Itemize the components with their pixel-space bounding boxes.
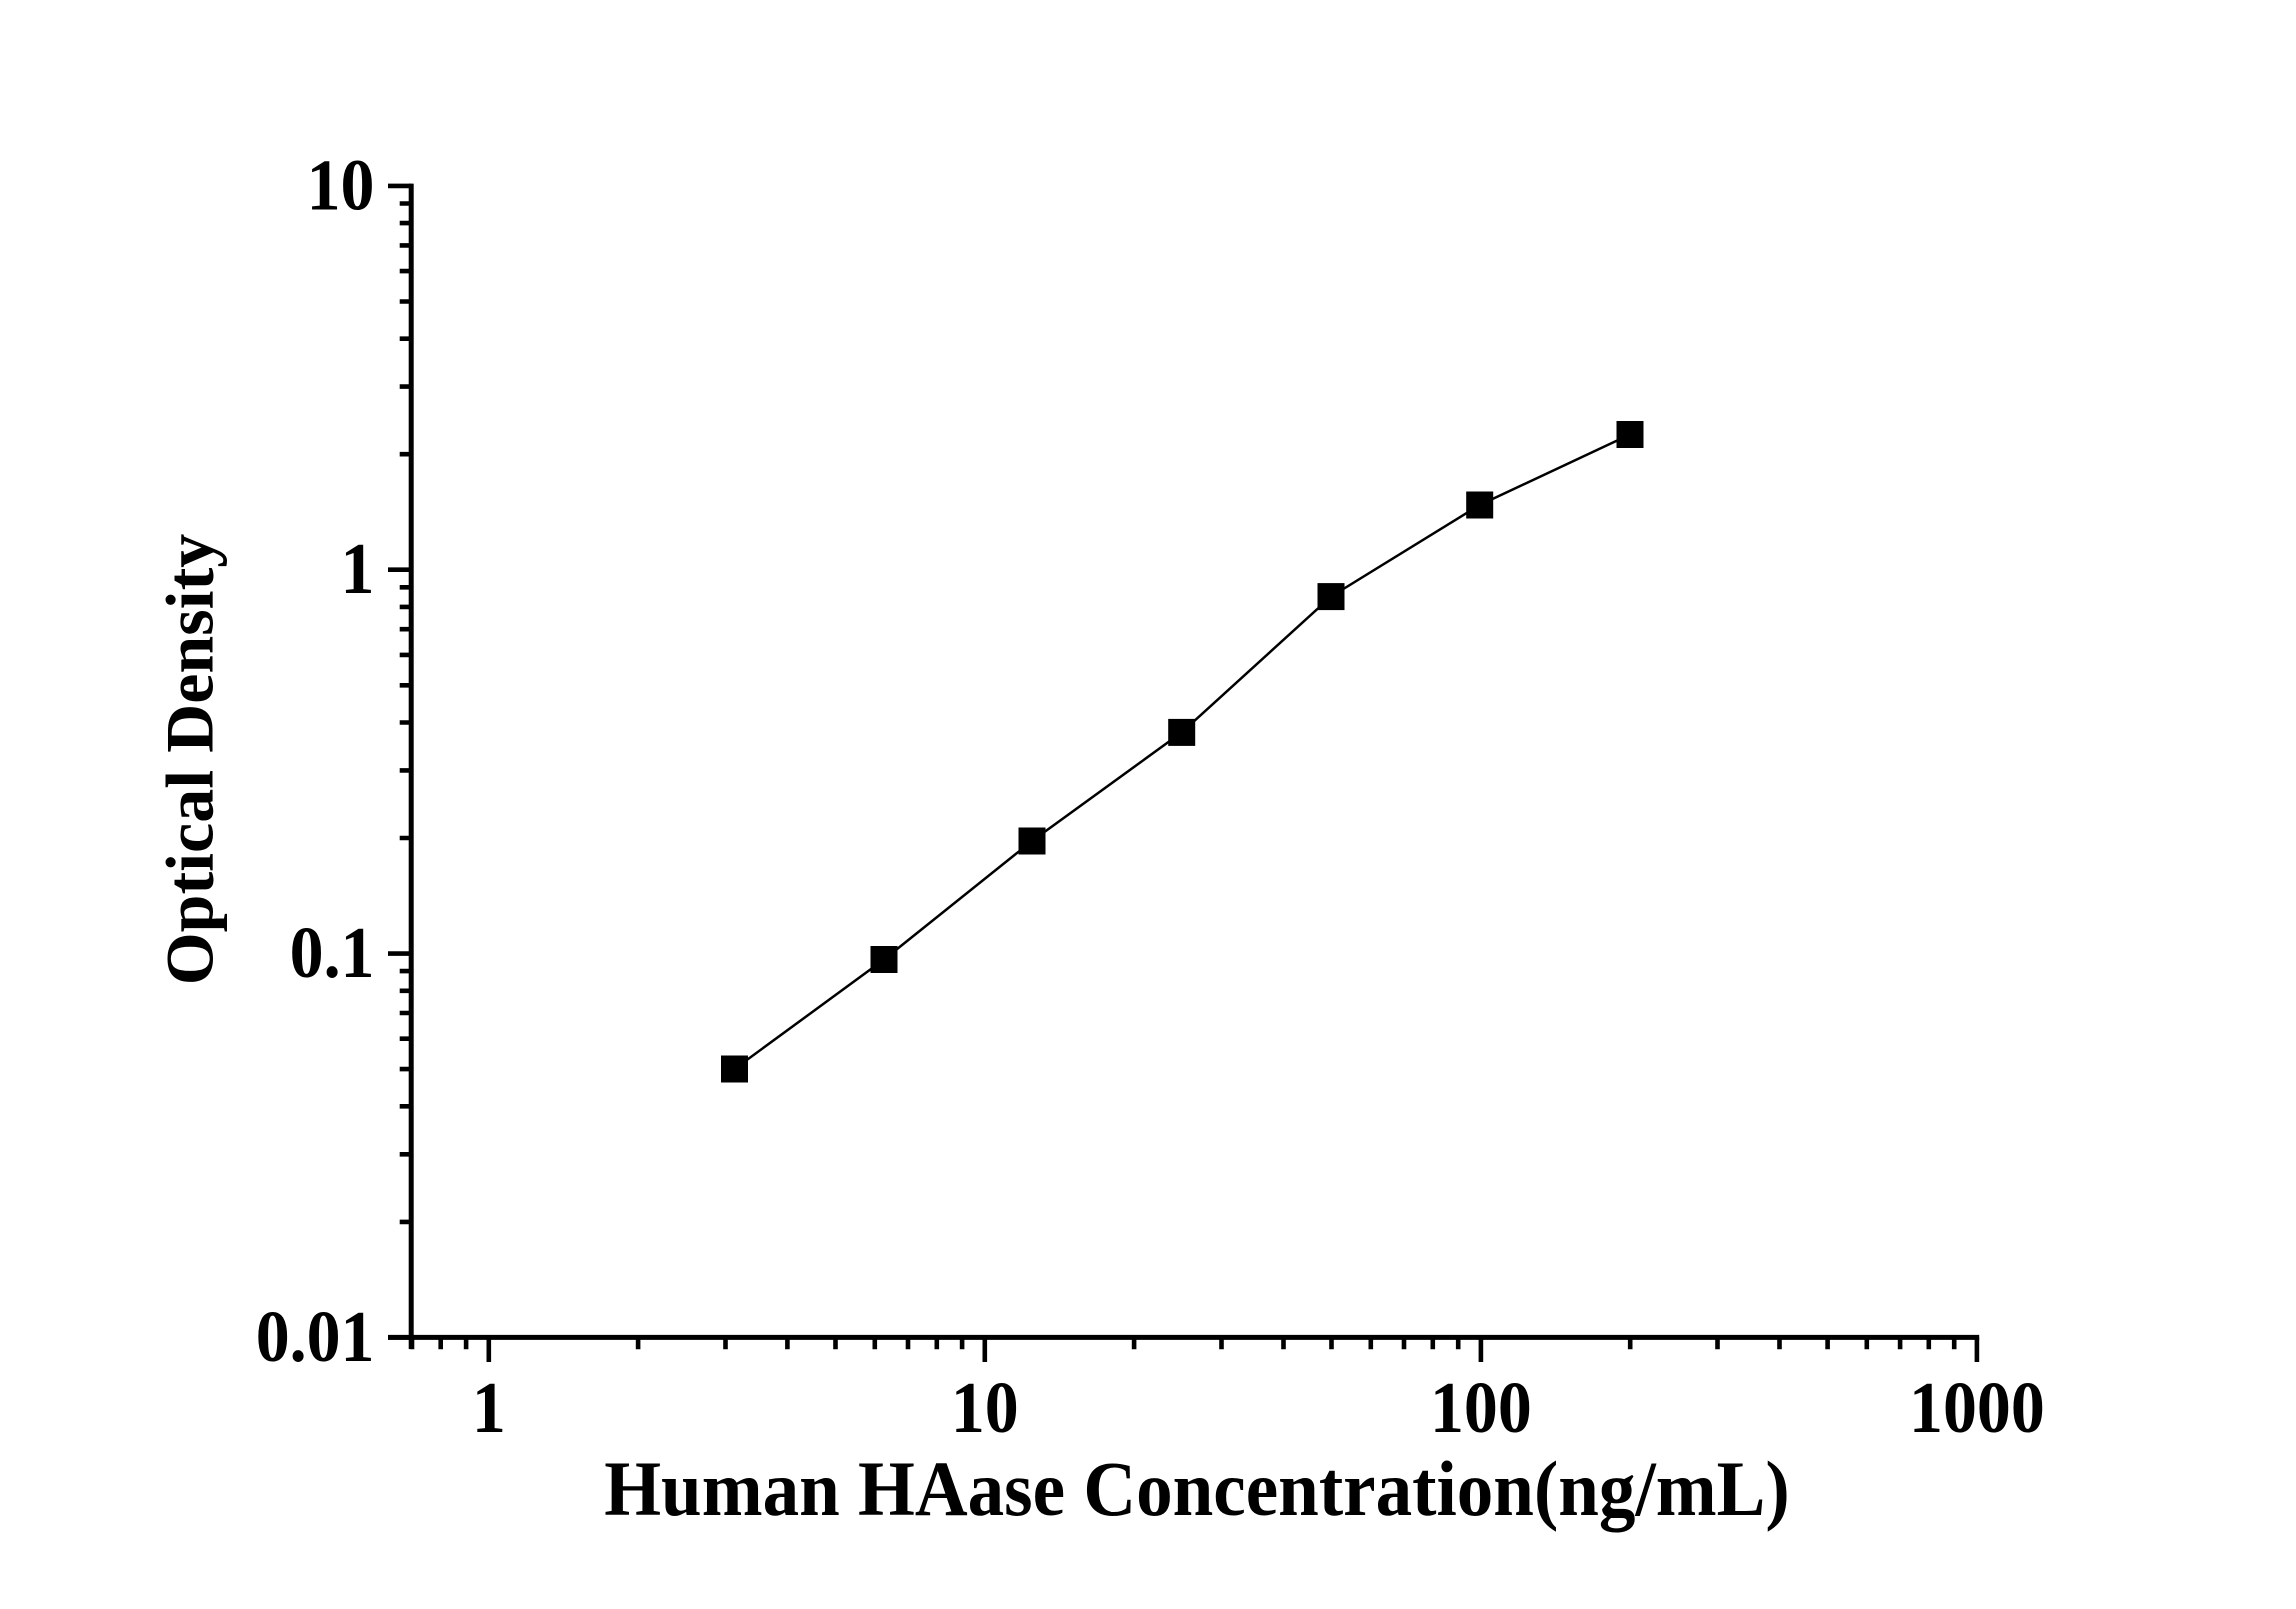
svg-text:1: 1 (341, 529, 375, 610)
svg-text:0.1: 0.1 (290, 913, 375, 994)
svg-text:0.01: 0.01 (256, 1297, 375, 1378)
svg-text:1: 1 (472, 1368, 506, 1449)
svg-text:10: 10 (307, 145, 375, 226)
svg-text:100: 100 (1430, 1368, 1532, 1449)
svg-text:1000: 1000 (1909, 1368, 2045, 1449)
svg-text:Human HAase Concentration(ng/m: Human HAase Concentration(ng/mL) (604, 1447, 1790, 1533)
svg-text:Optical Density: Optical Density (152, 534, 228, 985)
svg-text:10: 10 (951, 1368, 1019, 1449)
